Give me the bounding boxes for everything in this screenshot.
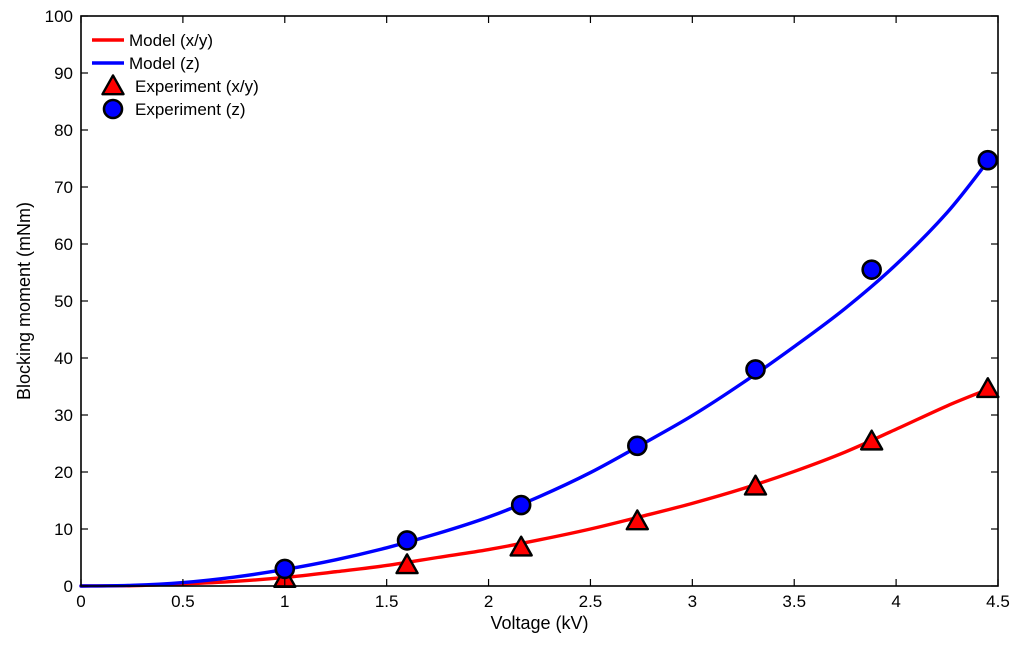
legend-item: Model (z)	[92, 54, 200, 73]
y-tick-label: 20	[54, 463, 73, 482]
x-tick-label: 1	[280, 592, 289, 611]
data-point-triangle	[395, 553, 419, 575]
y-tick-label: 80	[54, 121, 73, 140]
y-axis-title: Blocking moment (mNm)	[14, 202, 34, 400]
series-layer	[79, 159, 990, 588]
legend-label: Model (x/y)	[129, 31, 213, 50]
tick-layer	[80, 15, 999, 587]
data-point-triangle	[859, 429, 884, 451]
x-axis-title: Voltage (kV)	[490, 613, 588, 633]
tick-label-layer: 0 0.5 1 1.5 2 2.5 3 3.5 4 4.5 0 10 20 30 40 50 60 70 80 90 1…	[45, 7, 1010, 611]
data-point-circle	[510, 494, 532, 516]
x-tick-label: 0.5	[171, 592, 195, 611]
x-tick-label: 2.5	[579, 592, 603, 611]
legend-label: Experiment (z)	[135, 100, 246, 119]
legend-item: Experiment (z)	[102, 98, 246, 120]
data-point-circle	[861, 259, 882, 280]
y-tick-label: 40	[54, 349, 73, 368]
series-line-model-z	[79, 159, 990, 588]
data-point-circle	[396, 530, 418, 551]
data-point-triangle	[743, 474, 768, 496]
legend-swatch-triangle	[101, 74, 125, 96]
x-tick-label: 3	[688, 592, 697, 611]
x-tick-label: 3.5	[782, 592, 806, 611]
marker-layer	[273, 149, 1000, 588]
legend-label: Experiment (x/y)	[135, 77, 259, 96]
legend-swatch-circle	[102, 98, 124, 120]
x-tick-label: 0	[76, 592, 85, 611]
x-tick-label: 4	[891, 592, 900, 611]
y-tick-label: 10	[54, 520, 73, 539]
y-tick-label: 0	[64, 577, 73, 596]
x-tick-label: 2	[484, 592, 493, 611]
y-tick-label: 100	[45, 7, 73, 26]
y-tick-label: 30	[54, 406, 73, 425]
legend-item: Experiment (x/y)	[101, 74, 259, 96]
data-point-triangle	[509, 535, 533, 557]
y-tick-label: 60	[54, 235, 73, 254]
data-point-triangle	[976, 377, 1000, 399]
y-tick-label: 70	[54, 178, 73, 197]
data-point-circle	[274, 558, 296, 580]
data-point-circle	[627, 435, 648, 457]
legend: Model (x/y) Model (z) Experiment (x/y) Expe…	[92, 31, 259, 120]
legend-label: Model (z)	[129, 54, 200, 73]
data-point-circle	[745, 359, 766, 380]
series-line-model-x-y	[79, 387, 990, 588]
data-point-triangle	[625, 509, 650, 531]
data-point-circle	[977, 149, 999, 171]
x-tick-label: 4.5	[986, 592, 1010, 611]
legend-item: Model (x/y)	[92, 31, 213, 50]
x-tick-label: 1.5	[375, 592, 399, 611]
y-tick-label: 50	[54, 292, 73, 311]
y-tick-label: 90	[54, 64, 73, 83]
